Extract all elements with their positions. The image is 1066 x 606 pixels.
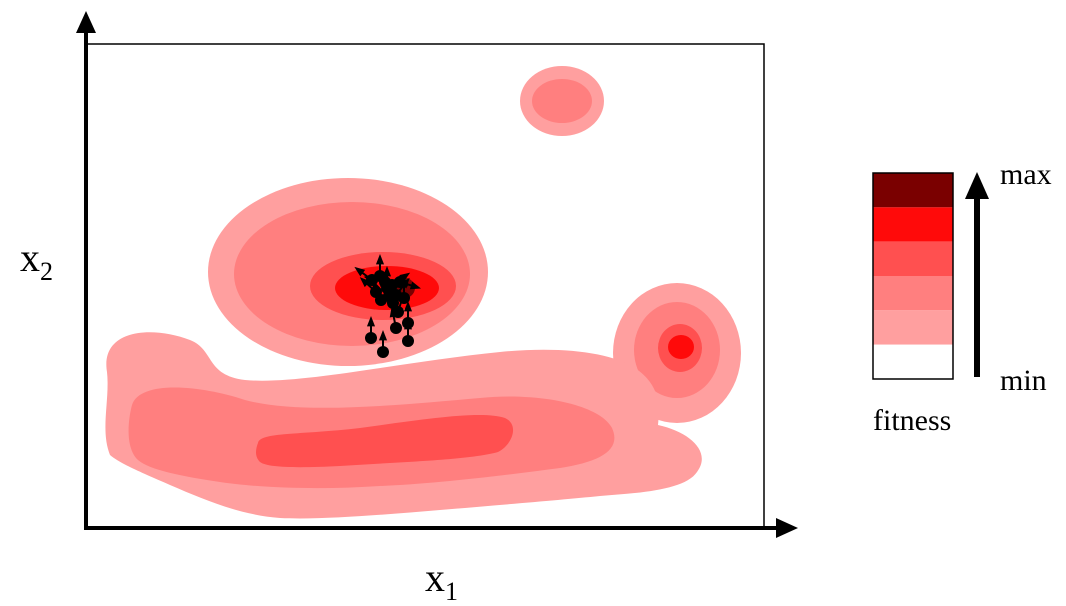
legend-bar-border: [872, 172, 954, 380]
population-marker: [398, 276, 410, 304]
x-axis-label-base: x: [425, 555, 445, 600]
y-axis-label-base: x: [20, 235, 40, 280]
legend-level-swatch: [873, 276, 953, 311]
x-axis: [84, 518, 798, 538]
population-marker: [374, 254, 386, 282]
population-marker: [377, 330, 389, 358]
legend-level-swatch: [873, 173, 953, 208]
x-axis-label: x1: [425, 558, 458, 605]
legend-max-label: max: [1000, 158, 1052, 191]
legend-title: fitness: [873, 404, 952, 437]
peak-center: [208, 178, 488, 366]
ridge-bottom: [105, 332, 702, 519]
y-axis-label: x2: [20, 238, 53, 285]
population-marker: [379, 275, 395, 302]
x-axis-label-sub: 1: [445, 577, 458, 606]
legend-level-swatch: [873, 207, 953, 242]
population-markers: [354, 254, 422, 358]
y-axis: [76, 11, 96, 530]
fitness-legend-bar: [873, 173, 953, 379]
legend-min-label: min: [1000, 364, 1047, 397]
legend-level-swatch: [873, 310, 953, 345]
legend-level-swatch: [873, 241, 953, 276]
population-marker: [365, 316, 377, 344]
peak-top-right: [520, 66, 604, 136]
legend-up-arrow-icon: [965, 172, 989, 377]
population-marker: [359, 277, 382, 298]
y-axis-label-sub: 2: [40, 257, 53, 287]
legend-level-swatch: [873, 344, 953, 379]
population-marker: [402, 301, 414, 329]
